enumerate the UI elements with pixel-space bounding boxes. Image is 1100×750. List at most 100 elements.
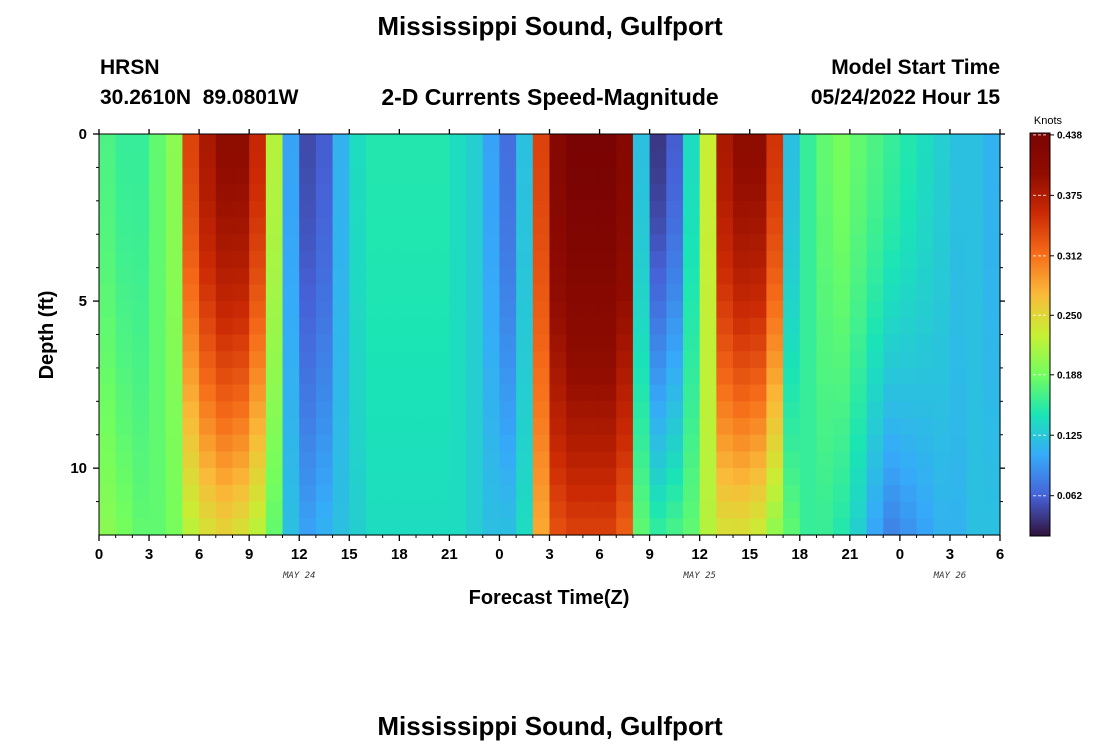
heatmap-cell	[332, 367, 350, 386]
heatmap-cell	[482, 200, 501, 219]
heatmap-cell	[849, 434, 868, 453]
heatmap-cell	[699, 401, 717, 419]
heatmap-cell	[499, 200, 517, 219]
heatmap-cell	[332, 468, 350, 486]
heatmap-cell	[883, 284, 901, 302]
heatmap-cell	[365, 501, 384, 519]
heatmap-cell	[766, 301, 784, 319]
heatmap-cell	[265, 301, 284, 319]
heatmap-cell	[833, 284, 851, 302]
heatmap-cell	[983, 351, 1001, 369]
heatmap-cell	[616, 267, 634, 285]
heatmap-cell	[282, 167, 300, 185]
heatmap-cell	[532, 234, 551, 252]
heatmap-cell	[482, 250, 501, 269]
heatmap-cell	[916, 167, 934, 185]
heatmap-cell	[916, 518, 934, 536]
heatmap-cell	[983, 284, 1001, 302]
heatmap-cell	[99, 250, 117, 269]
heatmap-cell	[949, 334, 968, 352]
heatmap-cell	[365, 418, 384, 436]
heatmap-cell	[132, 351, 150, 369]
heatmap-cell	[833, 434, 851, 453]
heatmap-cell	[516, 234, 534, 252]
heatmap-cell	[232, 484, 250, 503]
heatmap-cell	[499, 468, 517, 486]
heatmap-cell	[866, 234, 884, 252]
heatmap-cell	[99, 234, 117, 252]
heatmap-cell	[666, 167, 684, 185]
heatmap-cell	[649, 167, 667, 185]
heatmap-cell	[766, 250, 784, 269]
heatmap-cell	[432, 134, 450, 152]
heatmap-cell	[99, 484, 117, 503]
heatmap-cell	[349, 250, 367, 269]
heatmap-cell	[866, 150, 884, 169]
heatmap-cell	[349, 468, 367, 486]
heatmap-cell	[799, 150, 818, 169]
heatmap-cell	[766, 501, 784, 519]
heatmap-cell	[983, 150, 1001, 169]
heatmap-cell	[215, 200, 234, 219]
heatmap-cell	[733, 134, 751, 152]
heatmap-cell	[349, 418, 367, 436]
heatmap-cell	[616, 284, 634, 302]
heatmap-cell	[549, 334, 567, 352]
heatmap-cell	[966, 150, 984, 169]
y-tick-label: 0	[79, 126, 87, 143]
heatmap-cell	[632, 418, 651, 436]
heatmap-cell	[399, 384, 417, 402]
heatmap-cell	[365, 434, 384, 453]
heatmap-cell	[182, 250, 200, 269]
heatmap-cell	[349, 367, 367, 386]
heatmap-cell	[616, 150, 634, 169]
heatmap-cell	[482, 234, 501, 252]
heatmap-cell	[833, 217, 851, 235]
heatmap-cell	[382, 134, 400, 152]
heatmap-cell	[382, 167, 400, 185]
heatmap-cell	[466, 301, 484, 319]
heatmap-cell	[516, 217, 534, 235]
heatmap-cell	[716, 518, 734, 536]
heatmap-cell	[249, 451, 267, 469]
heatmap-cell	[749, 217, 768, 235]
heatmap-cell	[649, 384, 667, 402]
heatmap-cell	[716, 468, 734, 486]
heatmap-cell	[549, 267, 567, 285]
heatmap-cell	[365, 518, 384, 536]
heatmap-cell	[883, 484, 901, 503]
heatmap-cell	[299, 167, 317, 185]
heatmap-cell	[899, 518, 918, 536]
heatmap-cell	[849, 518, 868, 536]
heatmap-cell	[132, 317, 150, 336]
heatmap-cell	[849, 200, 868, 219]
x-tick-label: 12	[291, 546, 308, 563]
heatmap-cell	[682, 384, 701, 402]
heatmap-cell	[466, 484, 484, 503]
heatmap-cell	[299, 301, 317, 319]
heatmap-cell	[666, 484, 684, 503]
heatmap-cell	[282, 284, 300, 302]
heatmap-cell	[632, 317, 651, 336]
heatmap-cell	[115, 351, 133, 369]
heatmap-cell	[265, 134, 284, 152]
heatmap-cell	[616, 367, 634, 386]
heatmap-cell	[966, 384, 984, 402]
heatmap-cell	[616, 184, 634, 202]
x-tick-label: 15	[341, 546, 358, 563]
heatmap-cell	[182, 200, 200, 219]
heatmap-cell	[616, 317, 634, 336]
heatmap-cell	[566, 434, 584, 453]
heatmap-cell	[616, 334, 634, 352]
heatmap-cell	[899, 468, 918, 486]
heatmap-cell	[833, 384, 851, 402]
heatmap-cell	[199, 184, 217, 202]
heatmap-cell	[432, 167, 450, 185]
heatmap-cell	[432, 501, 450, 519]
heatmap-cell	[599, 401, 617, 419]
heatmap-cell	[482, 217, 501, 235]
heatmap-cell	[566, 484, 584, 503]
heatmap-cell	[499, 351, 517, 369]
heatmap-cell	[599, 484, 617, 503]
heatmap-cell	[132, 518, 150, 536]
